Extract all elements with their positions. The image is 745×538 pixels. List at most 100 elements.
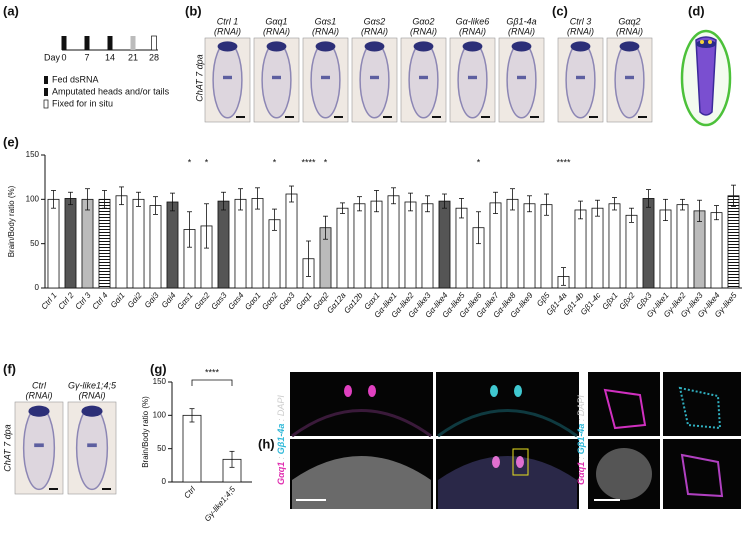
y-tick-label: 150: [153, 377, 167, 386]
significance-label: *: [273, 157, 277, 167]
bar: [659, 209, 672, 289]
x-tick-label: Gγ-like1;4;5: [203, 484, 238, 523]
legend-swatch: [44, 88, 48, 96]
worm-pharynx: [419, 75, 428, 80]
image-label: (RNAi): [459, 26, 486, 36]
y-tick-label: 100: [26, 194, 40, 203]
x-tick-label: Gβx2: [617, 290, 637, 311]
signal: [490, 385, 498, 397]
bar: [251, 198, 264, 289]
significance-label: ****: [301, 157, 316, 167]
y-tick-label: 0: [162, 477, 167, 486]
signal: [514, 385, 522, 397]
worm-head: [462, 41, 483, 52]
panel-label: (h): [258, 436, 275, 451]
micrograph: [436, 372, 579, 436]
bar: [166, 201, 179, 289]
in-situ-image: [557, 37, 604, 123]
worm-head: [266, 41, 287, 52]
bar: [404, 201, 417, 289]
image-label: (RNAi): [616, 26, 643, 36]
worm-pharynx: [468, 75, 477, 80]
worm-body: [212, 41, 243, 119]
x-tick-label: Gαs1: [175, 291, 194, 312]
micrograph: [290, 372, 433, 436]
legend-swatch: [43, 99, 49, 109]
worm-body: [565, 41, 596, 119]
significance-label: *: [205, 157, 209, 167]
x-tick-label: Ctrl 1: [39, 291, 58, 311]
y-tick-label: 50: [30, 239, 39, 248]
significance-label: *: [324, 157, 328, 167]
in-situ-image: [400, 37, 447, 123]
x-tick-label: Ctrl: [182, 485, 197, 500]
tissue: [292, 456, 431, 509]
image-label: (RNAi): [410, 26, 437, 36]
side-label: ChAT 7 dpa: [2, 424, 12, 471]
timeline-marker: [151, 35, 157, 51]
bar: [234, 198, 247, 289]
x-tick-label: Gα12b: [342, 290, 365, 315]
x-tick-label: Gαi2: [126, 290, 144, 309]
x-tick-label: Gαi4: [160, 290, 178, 309]
x-tick-label: Gαo3: [277, 290, 297, 311]
y-axis-title: Brain/Body ratio (%): [7, 185, 16, 257]
bar: [625, 214, 638, 289]
significance-label: ****: [205, 367, 220, 377]
worm-head: [217, 41, 238, 52]
stain-label: Gαq1 : Gβ1-4a : DAPI: [276, 395, 286, 485]
significance-label: *: [188, 157, 192, 167]
image-label: Ctrl: [32, 380, 47, 390]
worm-pharynx: [87, 443, 97, 448]
bar: [455, 207, 468, 289]
tissue: [438, 456, 577, 509]
bar: [676, 204, 689, 289]
bar: [353, 203, 366, 289]
in-situ-image: [351, 37, 398, 123]
stain-label-part: Gαq1: [276, 462, 286, 485]
bar: [642, 198, 655, 289]
image-label: Gβ1-4a: [506, 16, 536, 26]
x-tick-label: Gαs4: [226, 290, 246, 311]
image-label: (RNAi): [361, 26, 388, 36]
in-situ-image: [498, 37, 545, 123]
timeline-marker: [130, 36, 136, 50]
worm-body: [359, 41, 390, 119]
tissue: [437, 409, 578, 438]
bar: [489, 202, 502, 289]
signal: [678, 386, 722, 430]
x-tick-label: Gαs3: [209, 290, 229, 311]
bar: [540, 204, 553, 289]
bar: [132, 198, 145, 289]
x-tick-label: Gαs2: [192, 290, 212, 311]
timeline-marker: [84, 36, 90, 50]
bar: [81, 198, 94, 289]
bar: [98, 198, 111, 289]
planarian-diagram: [680, 29, 732, 127]
in-situ-image: [14, 401, 64, 495]
y-tick-label: 0: [35, 283, 40, 292]
image-label: Gαq2: [618, 16, 640, 26]
worm-pharynx: [321, 75, 330, 80]
worm-pharynx: [625, 75, 634, 80]
x-tick-label: Gαo2: [260, 290, 280, 311]
signal: [516, 456, 524, 468]
worm-body: [261, 41, 292, 119]
x-tick-label: Ctrl 3: [73, 290, 93, 311]
worm-head: [413, 41, 434, 52]
image-label: Gαq1: [265, 16, 287, 26]
image-label: (RNAi): [26, 390, 53, 400]
image-label: (RNAi): [79, 390, 106, 400]
worm-pharynx: [517, 75, 526, 80]
worm-body: [408, 41, 439, 119]
timeline-marker: [61, 36, 67, 50]
worm-head: [315, 41, 336, 52]
x-tick-label: Gαi1: [109, 291, 127, 310]
bar: [285, 193, 298, 289]
panel-label: (f): [3, 361, 16, 376]
image-label: Ctrl 1: [217, 16, 239, 26]
image-label: Gαo2: [412, 16, 434, 26]
worm-body: [22, 405, 56, 491]
image-label: (RNAi): [214, 26, 241, 36]
